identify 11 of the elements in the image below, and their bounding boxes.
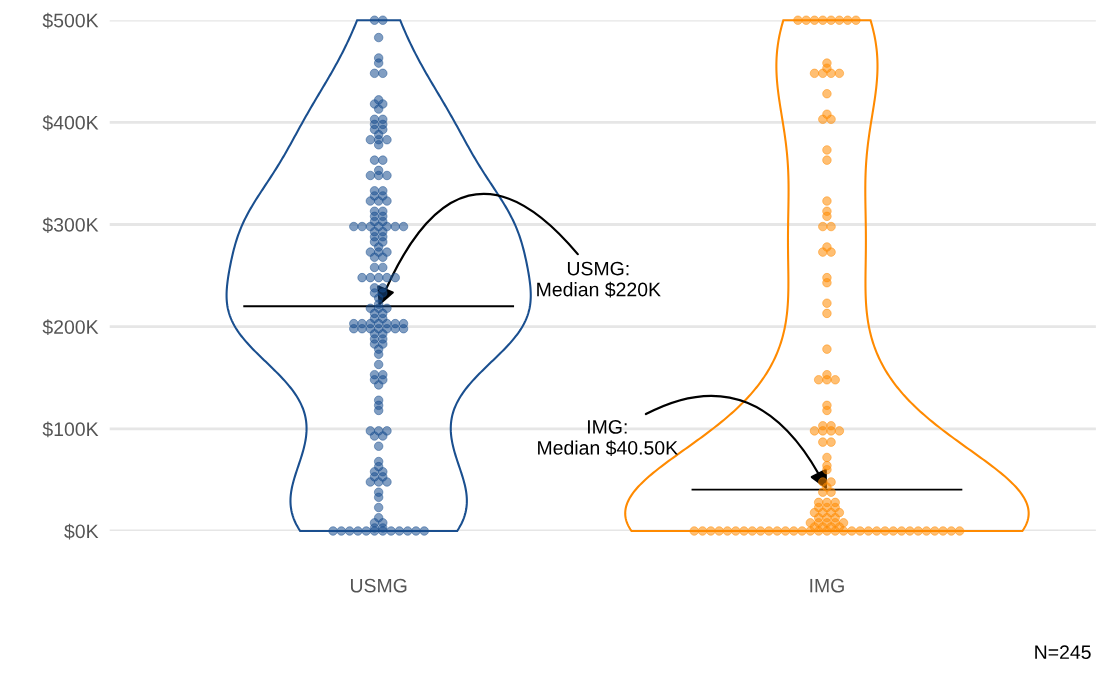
annotation: IMG: Median $40.50K (538, 420, 678, 456)
text: N=245 (1035, 645, 1091, 660)
y-tick-label: $400K (42, 115, 99, 131)
y-tick-label: $0K (64, 523, 99, 540)
x-tick-label: IMG (810, 578, 844, 593)
y-tick-label: $500K (42, 12, 99, 29)
annotation: USMG: Median $220K (537, 261, 661, 298)
x-tick-label: USMG (351, 578, 407, 593)
y-tick-label: $300K (42, 217, 99, 233)
y-tick-label: $100K (42, 421, 99, 438)
y-tick-label: $200K (42, 319, 99, 336)
